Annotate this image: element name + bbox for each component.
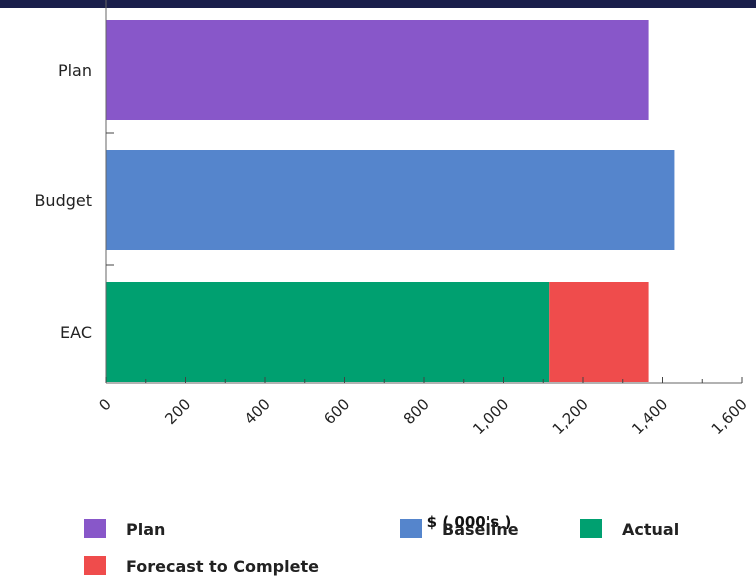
x-tick-label: 1,000 [469, 395, 512, 438]
legend-label-baseline: Baseline [442, 520, 519, 539]
x-tick-label: 1,400 [628, 395, 671, 438]
top-bar [0, 0, 756, 8]
legend-swatch-actual [580, 519, 602, 538]
category-label-eac: EAC [60, 323, 92, 342]
legend-label-actual: Actual [622, 520, 679, 539]
x-tick-label: 200 [161, 395, 194, 428]
legend-swatch-forecast-to-complete [84, 556, 106, 575]
bars-group [106, 20, 675, 382]
category-label-plan: Plan [58, 61, 92, 80]
x-tick-label: 800 [400, 395, 433, 428]
category-label-budget: Budget [34, 191, 92, 210]
legend-label-plan: Plan [126, 520, 165, 539]
x-tick-label: 600 [320, 395, 353, 428]
legend-label-forecast-to-complete: Forecast to Complete [126, 557, 319, 576]
bar-budget-baseline [106, 150, 675, 250]
legend-swatch-baseline [400, 519, 422, 538]
bar-eac-actual [106, 282, 550, 382]
x-tick-label: 400 [241, 395, 274, 428]
x-tick-label: 0 [95, 395, 114, 414]
x-axis-title: $ ( 000's ) [427, 513, 512, 531]
legend-swatch-plan [84, 519, 106, 538]
bar-plan-plan [106, 20, 649, 120]
x-tick-label: 1,200 [549, 395, 592, 438]
legend: Plan Baseline Actual Forecast to Complete [84, 519, 679, 576]
x-tick-label: 1,600 [708, 395, 751, 438]
bar-eac-forecast-to-complete [549, 282, 649, 382]
